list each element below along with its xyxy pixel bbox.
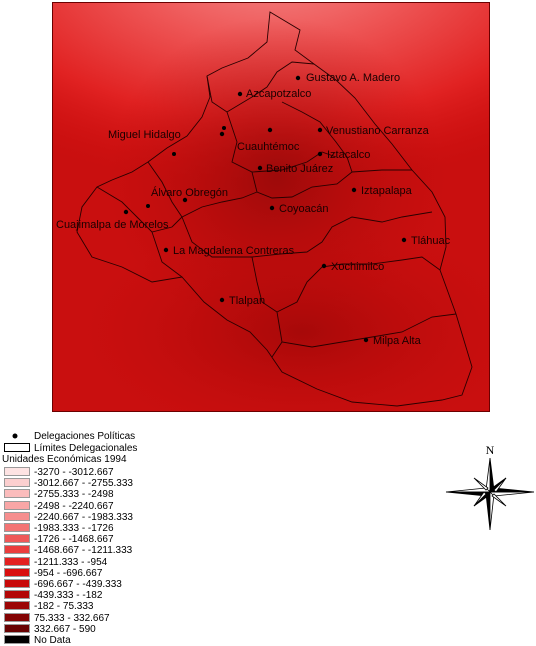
delegation-point bbox=[295, 75, 301, 81]
delegation-label: Milpa Alta bbox=[373, 335, 422, 347]
boundary-center-east bbox=[281, 101, 353, 173]
delegation-point bbox=[219, 297, 225, 303]
delegation-labels: Gustavo A. Madero Azcapotzalco Miguel Hida… bbox=[56, 72, 451, 347]
delegation-point bbox=[321, 263, 327, 269]
legend-swatch bbox=[4, 612, 30, 622]
legend-class-label: -2498 - -2240.667 bbox=[34, 500, 114, 512]
boundary-inner bbox=[251, 169, 412, 199]
legend-title: Unidades Económicas 1994 bbox=[2, 454, 127, 465]
legend-boundary-label: Límites Delegacionales bbox=[34, 443, 138, 454]
delegation-point bbox=[363, 337, 369, 343]
delegation-point bbox=[317, 127, 323, 133]
legend-swatch bbox=[4, 590, 30, 600]
legend-swatch bbox=[4, 511, 30, 521]
legend-class-label: -1726 - -1468.667 bbox=[34, 534, 114, 546]
boundary-swatch bbox=[4, 443, 30, 452]
delegation-point bbox=[219, 131, 225, 137]
delegation-point bbox=[222, 126, 226, 130]
boundary-contreras bbox=[151, 231, 183, 278]
legend-swatch bbox=[4, 534, 30, 544]
delegation-label: La Magdalena Contreras bbox=[173, 245, 295, 257]
legend-swatch bbox=[4, 467, 30, 476]
legend-swatch bbox=[4, 489, 30, 499]
legend-swatch bbox=[4, 601, 30, 611]
legend-class-label: -439.333 - -182 bbox=[34, 590, 103, 602]
point-symbol-icon bbox=[12, 433, 18, 439]
legend-swatch bbox=[4, 545, 30, 555]
delegation-point bbox=[182, 197, 188, 203]
north-label: N bbox=[486, 444, 495, 457]
legend-class-label: -182 - 75.333 bbox=[34, 601, 94, 613]
map-frame bbox=[52, 2, 490, 412]
delegation-label: Iztacalco bbox=[327, 149, 370, 161]
legend-class-label: -3270 - -3012.667 bbox=[34, 467, 114, 478]
boundary-west bbox=[147, 161, 258, 218]
delegation-label: Gustavo A. Madero bbox=[306, 72, 400, 84]
legend-class-label: -1468.667 - -1211.333 bbox=[34, 545, 133, 557]
delegation-point bbox=[269, 205, 275, 211]
delegation-point bbox=[237, 91, 243, 97]
legend-class-label: No Data bbox=[34, 635, 71, 646]
city-outline bbox=[76, 11, 473, 407]
delegation-label: Miguel Hidalgo bbox=[108, 129, 181, 141]
legend-swatch bbox=[4, 523, 30, 532]
legend-class-label: -1983.333 - -1726 bbox=[34, 523, 114, 534]
delegation-point bbox=[317, 151, 323, 157]
legend-class-label: -954 - -696.667 bbox=[34, 567, 103, 579]
choropleth-map: Gustavo A. Madero Azcapotzalco Miguel Hida… bbox=[52, 2, 490, 412]
legend-swatch bbox=[4, 556, 30, 566]
legend-swatch bbox=[4, 635, 30, 644]
delegation-point bbox=[146, 204, 150, 208]
delegation-label: Cuauhtémoc bbox=[237, 141, 300, 153]
legend-swatch bbox=[4, 478, 30, 488]
boundary-north bbox=[206, 61, 315, 113]
compass-rose-icon bbox=[445, 457, 535, 531]
legend-class-label: -1211.333 - -954 bbox=[34, 556, 108, 568]
delegation-label: Coyoacán bbox=[279, 203, 329, 215]
boundary-tlalpan bbox=[251, 256, 441, 313]
delegation-label: Benito Juárez bbox=[266, 163, 333, 175]
delegation-label: Cuajimalpa de Morelos bbox=[56, 219, 169, 231]
legend-swatch bbox=[4, 623, 30, 633]
boundary-southwest bbox=[181, 211, 433, 258]
north-arrow: N bbox=[445, 444, 535, 531]
legend-swatch bbox=[4, 579, 30, 588]
delegation-point bbox=[351, 187, 357, 193]
boundary-cuajimalpa bbox=[96, 186, 183, 233]
delegation-label: Venustiano Carranza bbox=[326, 125, 430, 137]
delegation-point bbox=[123, 209, 129, 215]
delegation-label: Azcapotzalco bbox=[246, 88, 311, 100]
legend-class-label: -696.667 - -439.333 bbox=[34, 579, 122, 590]
legend-class-label: -3012.667 - -2755.333 bbox=[34, 478, 133, 490]
legend-class-label: -2755.333 - -2498 bbox=[34, 489, 114, 501]
delegation-label: Iztapalapa bbox=[361, 185, 413, 197]
boundary-milpa-alta bbox=[276, 311, 457, 348]
legend-class-label: 75.333 - 332.667 bbox=[34, 612, 110, 624]
legend-title-text: Unidades Económicas 1994 bbox=[2, 454, 127, 465]
delegation-label: Tlalpan bbox=[229, 295, 265, 307]
delegation-label: Tláhuac bbox=[411, 235, 451, 247]
boundary-south bbox=[271, 341, 283, 358]
delegation-point bbox=[257, 165, 263, 171]
map-south-shade bbox=[82, 222, 490, 412]
delegation-label: Xochimilco bbox=[331, 261, 384, 273]
legend-swatch bbox=[4, 567, 30, 577]
delegation-point bbox=[163, 247, 169, 253]
legend-class-label: 332.667 - 590 bbox=[34, 623, 96, 635]
delegation-point bbox=[172, 152, 176, 156]
legend-class-label: -2240.667 - -1983.333 bbox=[34, 511, 133, 523]
delegation-point bbox=[267, 127, 273, 133]
delegation-point bbox=[401, 237, 407, 243]
delegation-label: Álvaro Obregón bbox=[151, 186, 228, 199]
legend-swatch bbox=[4, 500, 30, 510]
legend-points-label: Delegaciones Políticas bbox=[34, 431, 136, 442]
delegation-points bbox=[123, 75, 407, 343]
